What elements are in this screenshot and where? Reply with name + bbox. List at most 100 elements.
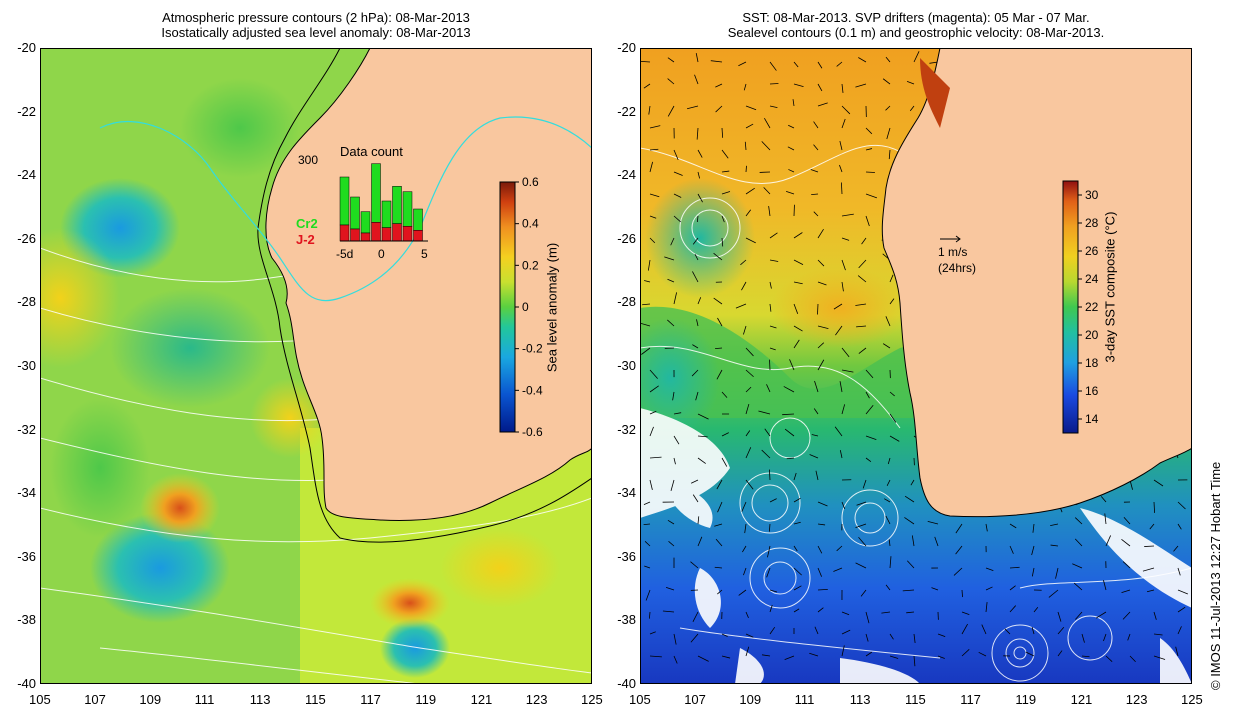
velocity-vector [813, 144, 819, 151]
velocity-vector [1050, 544, 1059, 547]
velocity-vector [1173, 545, 1179, 552]
velocity-vector [817, 102, 828, 107]
inset-bar-j2 [360, 232, 371, 242]
sealevel-contours [640, 144, 1192, 682]
velocity-vector [927, 521, 939, 525]
velocity-vector [1055, 567, 1059, 579]
velocity-vector [648, 105, 651, 115]
velocity-vector [961, 623, 968, 635]
velocity-vector [865, 193, 878, 199]
velocity-vector [841, 83, 844, 93]
velocity-vector [1123, 517, 1131, 525]
velocity-vector [745, 447, 752, 459]
velocity-vector [1177, 589, 1188, 595]
right-xtick-label: 109 [739, 692, 762, 707]
inset-bar-j2 [350, 228, 360, 242]
velocity-vector [744, 523, 747, 534]
sst-colorbar-tick-label: 30 [1085, 188, 1099, 202]
left-xtick-label: 115 [305, 692, 326, 707]
velocity-vector [697, 536, 703, 547]
velocity-vector [833, 567, 843, 572]
sst-warm-eddy [770, 268, 910, 348]
inset-bar-j2 [381, 227, 392, 242]
velocity-vector [855, 83, 867, 88]
right-ytick-label: -40 [617, 676, 636, 691]
velocity-vector [841, 369, 854, 373]
velocity-vector [817, 281, 827, 286]
velocity-vector [985, 567, 994, 572]
velocity-vector [649, 215, 657, 219]
velocity-vector [884, 498, 891, 503]
velocity-vector [910, 479, 915, 486]
right-ytick-label: -24 [617, 167, 636, 183]
velocity-vector [649, 385, 659, 393]
velocity-vector [906, 560, 915, 569]
velocity-vector [793, 585, 802, 591]
velocity-vector [769, 589, 778, 593]
velocity-vector [1050, 523, 1059, 526]
velocity-vector [882, 343, 891, 349]
velocity-vector [769, 498, 777, 503]
inset-bar-j2 [339, 224, 350, 242]
velocity-vector [745, 369, 754, 378]
inset-bar-j2 [371, 222, 381, 242]
warm-coastal-water [920, 58, 950, 128]
velocity-vector [717, 589, 723, 595]
velocity-vector [841, 237, 850, 241]
right-ytick-label: -20 [617, 40, 636, 55]
left-ytick-label: -22 [17, 103, 36, 119]
velocity-vector [692, 611, 699, 622]
velocity-vector [691, 369, 699, 377]
velocity-vector [1031, 567, 1035, 577]
sst-cool-eddy [640, 318, 720, 438]
sla-colorbar-ticks: 0.6 0.4 0.2 0 -0.2 -0.4 -0.6 [515, 175, 543, 439]
velocity-vector [766, 567, 771, 578]
inset-xtick-5: 5 [421, 247, 428, 261]
velocity-vector [673, 633, 677, 645]
velocity-vector [745, 209, 752, 217]
velocity-vector [690, 561, 699, 569]
velocity-vector [961, 611, 970, 615]
sla-high-blob [140, 473, 220, 543]
velocity-vector [865, 391, 870, 399]
velocity-vector [889, 391, 895, 397]
velocity-vector [1177, 606, 1186, 613]
left-ytick-label: -36 [17, 548, 36, 564]
velocity-vector [743, 83, 747, 91]
velocity-vector [1009, 585, 1016, 591]
left-xtick-label: 119 [415, 692, 437, 707]
velocity-vector [817, 545, 823, 554]
velocity-vector [743, 325, 747, 335]
velocity-vector [841, 347, 850, 358]
inset-bar-cr2 [392, 186, 402, 224]
velocity-vector [793, 303, 799, 314]
velocity-vector [1175, 646, 1179, 657]
velocity-vector [1121, 589, 1131, 594]
velocity-vector [697, 655, 709, 662]
velocity-vector [745, 386, 752, 393]
velocity-vector [889, 556, 892, 569]
velocity-vector [1104, 513, 1107, 525]
velocity-vector [644, 565, 651, 569]
velocity-vector [817, 567, 822, 577]
velocity-vector [743, 567, 747, 576]
left-panel-title: Atmospheric pressure contours (2 hPa): 0… [40, 10, 592, 40]
velocity-vector [764, 118, 771, 129]
velocity-vector [809, 652, 819, 657]
right-xtick-label: 117 [960, 692, 981, 707]
velocity-vector [793, 281, 803, 285]
velocity-vector [1129, 655, 1136, 663]
inset-bar-cr2 [413, 208, 423, 231]
velocity-vector [745, 479, 754, 490]
right-xtick-label: 107 [684, 692, 706, 707]
sst-map: 1 m/s (24hrs) 30 28 26 24 22 20 18 16 14 [640, 48, 1192, 684]
velocity-vector [857, 275, 867, 283]
sst-colorbar-title: 3-day SST composite (°C) [1102, 211, 1118, 363]
velocity-vector [769, 83, 779, 85]
velocity-vector [742, 545, 747, 553]
velocity-vector [745, 611, 749, 619]
velocity-vector [787, 146, 795, 151]
sst-colorbar-tick-label: 24 [1085, 272, 1099, 286]
velocity-vector [839, 381, 843, 393]
right-xtick-label: 105 [629, 692, 651, 707]
